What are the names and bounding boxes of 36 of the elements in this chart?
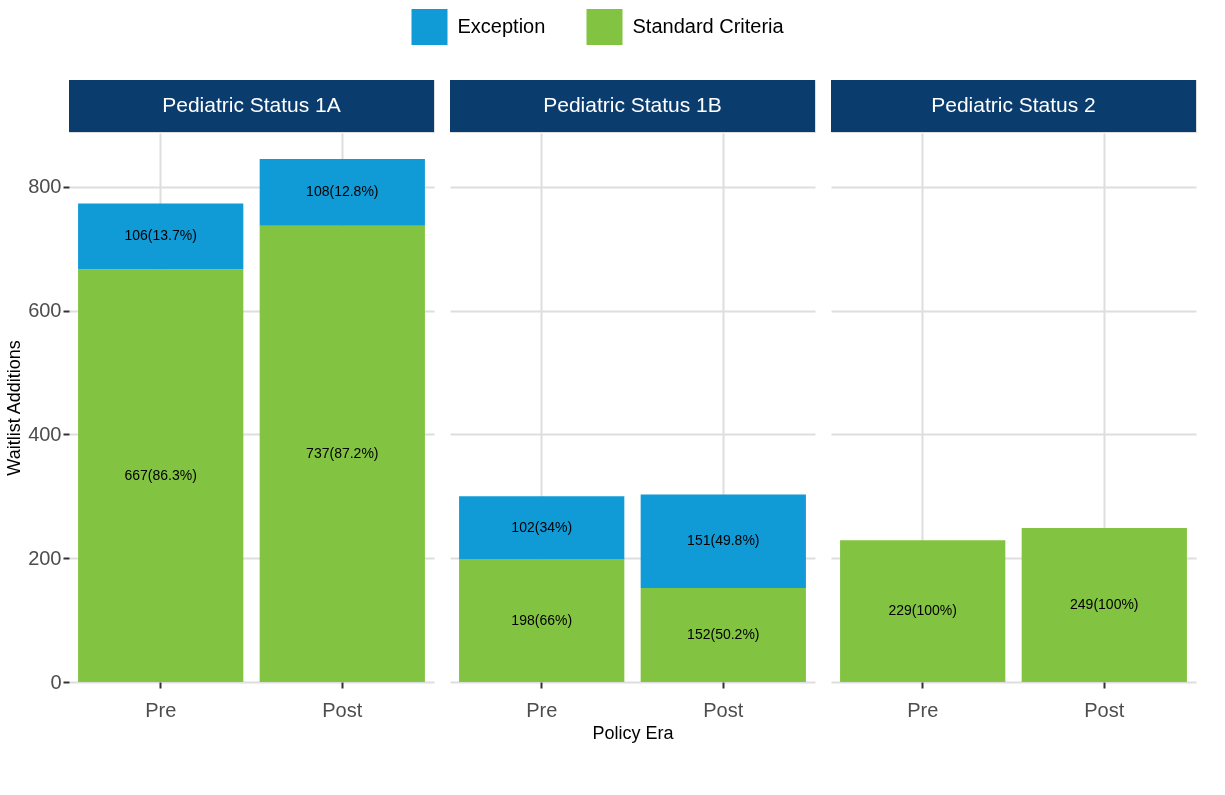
bar	[78, 269, 244, 682]
data-label: 229(100%)	[888, 602, 957, 619]
y-tick-label: 200	[28, 546, 62, 569]
data-label: 198(66%)	[511, 611, 573, 628]
x-tick-label: Post	[703, 698, 744, 721]
data-label: 152(50.2%)	[687, 625, 760, 642]
legend-label: Standard Criteria	[632, 15, 785, 37]
bar	[459, 559, 625, 682]
bar	[259, 225, 425, 682]
y-tick-label: 600	[28, 299, 62, 322]
chart-title: Pediatric Status 1B	[543, 93, 722, 116]
x-axis-title: Policy Era	[592, 722, 675, 743]
bar	[640, 587, 806, 682]
y-tick-label: 400	[28, 422, 62, 445]
bar	[640, 494, 806, 588]
x-tick-label: Pre	[907, 698, 939, 721]
data-label: 108(12.8%)	[306, 183, 379, 200]
chart-title: Pediatric Status 2	[931, 93, 1096, 116]
bar	[78, 203, 244, 270]
y-tick-label: 800	[28, 175, 62, 198]
data-label: 151(49.8%)	[687, 532, 760, 549]
legend-label: Exception	[457, 15, 546, 37]
data-label: 102(34%)	[511, 518, 573, 535]
x-tick-label: Pre	[526, 698, 558, 721]
data-label: 249(100%)	[1070, 595, 1139, 612]
chart-title: Pediatric Status 1A	[162, 93, 341, 116]
x-tick-label: Pre	[145, 698, 177, 721]
data-label: 667(86.3%)	[124, 466, 197, 483]
x-tick-label: Post	[1084, 698, 1125, 721]
y-axis-title: Waitlist Additions	[4, 340, 25, 476]
bar	[459, 496, 625, 560]
y-tick-label: 0	[50, 670, 62, 693]
data-label: 106(13.7%)	[124, 227, 197, 244]
x-tick-label: Post	[322, 698, 363, 721]
data-label: 737(87.2%)	[306, 444, 379, 461]
bar	[259, 159, 425, 226]
